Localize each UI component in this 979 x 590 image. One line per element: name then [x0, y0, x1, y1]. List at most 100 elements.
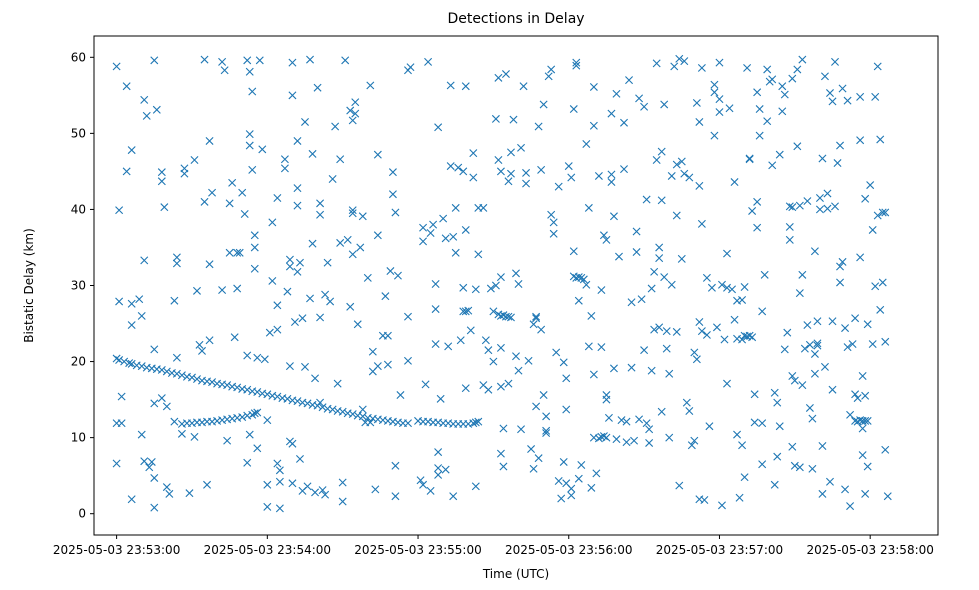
data-points [112, 54, 892, 513]
data-point [642, 195, 651, 204]
data-point [358, 212, 367, 221]
data-point [303, 399, 312, 408]
data-point [331, 122, 340, 131]
data-point [157, 168, 166, 177]
data-point [815, 194, 824, 203]
data-point [702, 273, 711, 282]
data-point [145, 463, 154, 472]
data-point [710, 80, 719, 89]
data-point [238, 188, 247, 197]
data-point [150, 345, 159, 354]
data-point [454, 163, 463, 172]
data-point [790, 461, 799, 470]
data-point [878, 208, 887, 217]
data-point [547, 210, 556, 219]
y-tick-label: 0 [78, 507, 86, 521]
data-point [263, 502, 272, 511]
data-point [680, 57, 689, 66]
data-point [813, 317, 822, 326]
data-point [336, 238, 345, 247]
data-point [203, 480, 212, 489]
data-point [275, 504, 284, 513]
x-tick-label: 2025-05-03 23:53:00 [53, 543, 180, 557]
data-point [127, 299, 136, 308]
data-point [627, 298, 636, 307]
data-point [446, 162, 455, 171]
data-point [758, 419, 767, 428]
data-point [263, 480, 272, 489]
data-point [245, 67, 254, 76]
data-point [820, 72, 829, 81]
data-point [258, 145, 267, 154]
y-tick-label: 20 [71, 355, 86, 369]
data-point [803, 197, 812, 206]
data-point [220, 66, 229, 75]
data-point [383, 360, 392, 369]
data-point [579, 275, 588, 284]
data-point [180, 169, 189, 178]
data-point [137, 311, 146, 320]
data-point [858, 372, 867, 381]
data-point [549, 218, 558, 227]
data-point [622, 417, 631, 426]
data-point [597, 343, 606, 352]
data-point [353, 320, 362, 329]
data-point [481, 336, 490, 345]
data-point [371, 485, 380, 494]
data-point [137, 430, 146, 439]
data-point [504, 177, 513, 186]
data-point [496, 167, 505, 176]
data-point [677, 157, 686, 166]
x-axis-ticks: 2025-05-03 23:53:00 2025-05-03 23:54:00 20… [53, 535, 934, 557]
data-point [599, 231, 608, 240]
data-point [828, 97, 837, 106]
data-point [434, 464, 443, 473]
data-point [135, 295, 144, 304]
data-point [471, 285, 480, 294]
data-point [172, 253, 181, 262]
data-point [863, 416, 872, 425]
data-point [494, 73, 503, 82]
data-point [607, 170, 616, 179]
data-point [672, 160, 681, 169]
data-point [469, 149, 478, 158]
data-point [195, 340, 204, 349]
data-point [243, 458, 252, 467]
data-point [255, 56, 264, 65]
data-point [846, 410, 855, 419]
data-point [318, 486, 327, 495]
data-point [459, 167, 468, 176]
data-point [338, 497, 347, 506]
data-point [702, 330, 711, 339]
data-point [316, 313, 325, 322]
data-point [876, 305, 885, 314]
data-point [260, 355, 269, 364]
data-point [680, 169, 689, 178]
data-point [768, 75, 777, 84]
data-point [494, 156, 503, 164]
data-point [848, 340, 857, 349]
data-point [293, 397, 302, 406]
data-point [758, 307, 767, 316]
data-point [403, 419, 412, 428]
data-point [594, 171, 603, 180]
data-point [218, 57, 227, 66]
data-point [373, 362, 382, 371]
data-point [386, 267, 395, 276]
data-point [351, 98, 360, 107]
data-point [486, 284, 495, 293]
data-point [647, 366, 656, 375]
data-point [218, 286, 227, 295]
data-point [208, 378, 217, 387]
data-point [730, 178, 739, 187]
data-point [818, 154, 827, 163]
data-point [843, 96, 852, 105]
data-point [620, 118, 629, 127]
data-point [474, 417, 483, 426]
data-point [160, 203, 169, 212]
data-point [491, 114, 500, 123]
data-point [504, 312, 513, 321]
data-point [205, 136, 214, 145]
data-point [569, 247, 578, 256]
